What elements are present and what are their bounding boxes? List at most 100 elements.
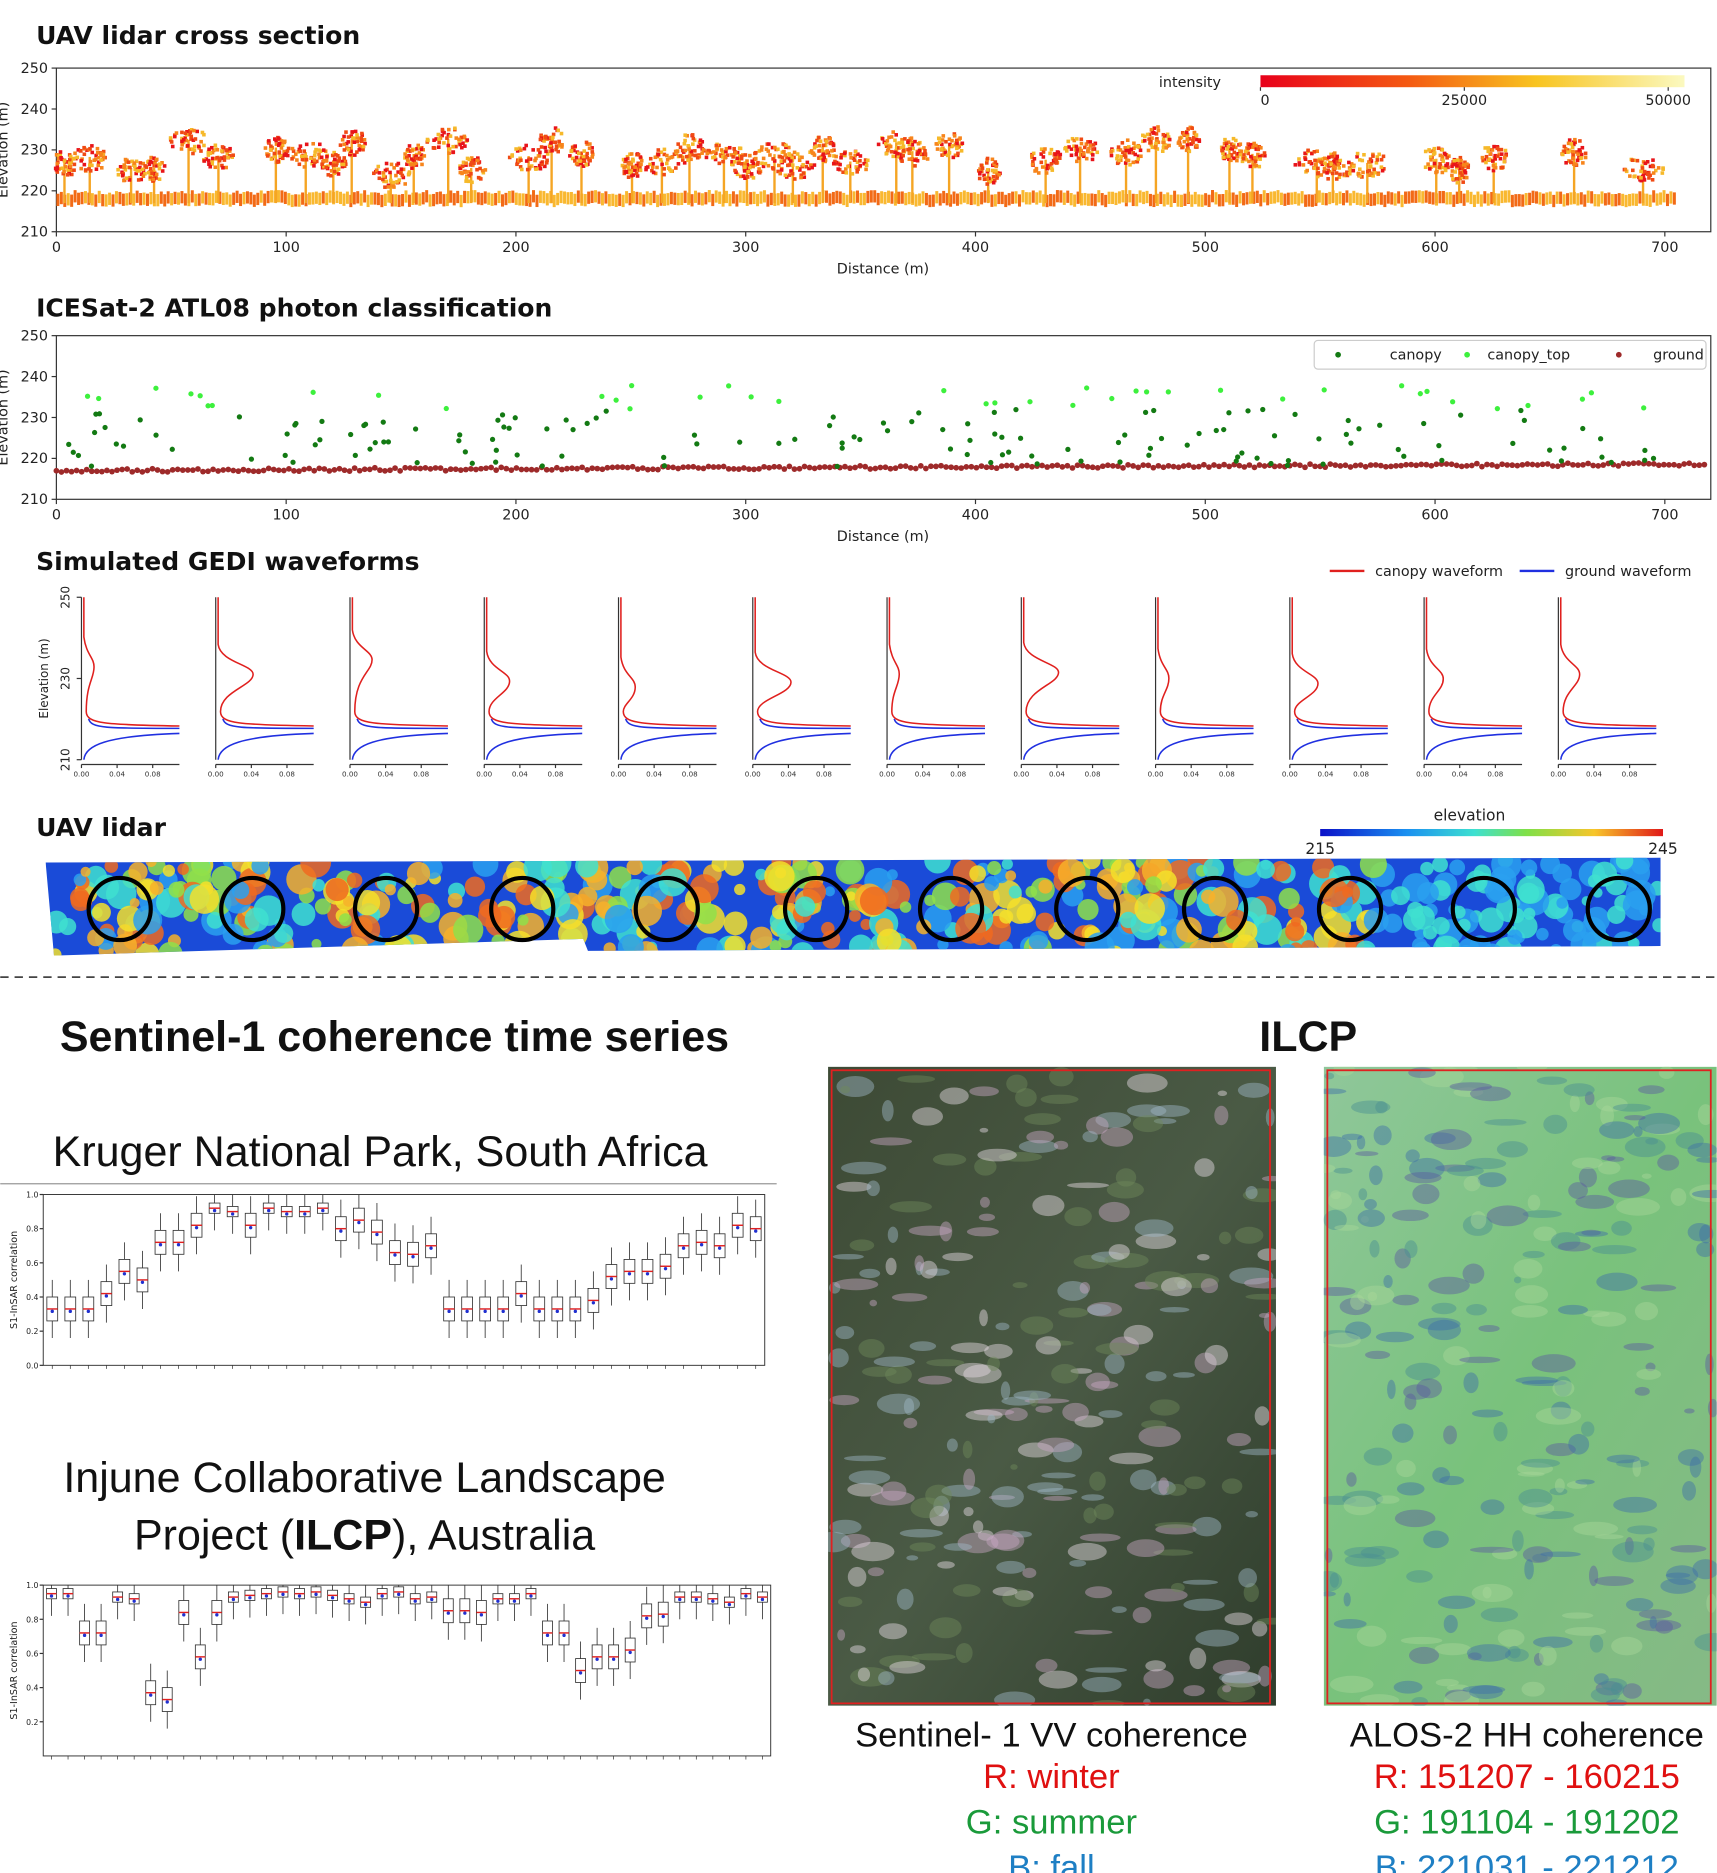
canopy-return bbox=[458, 166, 462, 171]
image-caption: ALOS-2 HH coherence bbox=[1350, 1716, 1704, 1754]
canopy-return bbox=[631, 159, 635, 163]
canopy-return bbox=[724, 146, 729, 151]
ground-photon bbox=[983, 464, 990, 471]
canopy-return bbox=[707, 149, 711, 153]
canopy-return bbox=[817, 135, 821, 140]
texture bbox=[1123, 1324, 1154, 1345]
canopy-return bbox=[751, 161, 756, 166]
texture bbox=[837, 1629, 846, 1641]
canopy-return bbox=[1315, 149, 1320, 153]
ground-return bbox=[528, 194, 532, 207]
canopy-return bbox=[446, 143, 451, 148]
canopy-return bbox=[798, 168, 802, 172]
canopy-return bbox=[955, 146, 959, 151]
canopy-return bbox=[1455, 164, 1459, 168]
canopy-return bbox=[976, 169, 981, 173]
canopy-return bbox=[101, 149, 106, 154]
canopy-return bbox=[1347, 171, 1352, 176]
crown bbox=[1188, 939, 1215, 956]
x-tick-label: 0.08 bbox=[145, 769, 161, 778]
trunk bbox=[849, 161, 852, 204]
canopy-return bbox=[985, 182, 990, 186]
canopy-return bbox=[391, 180, 396, 185]
texture bbox=[1129, 1469, 1157, 1491]
ground-return bbox=[211, 193, 215, 206]
canopy-return bbox=[384, 161, 389, 166]
canopy-return bbox=[1486, 166, 1491, 171]
ground-return bbox=[1669, 191, 1673, 204]
crown bbox=[484, 943, 497, 956]
canopy-return bbox=[148, 175, 153, 179]
texture bbox=[1261, 1175, 1276, 1182]
canopy-return bbox=[204, 157, 209, 161]
canopy-return bbox=[144, 165, 149, 169]
ground-return bbox=[793, 194, 797, 207]
ground-return bbox=[787, 194, 791, 207]
ground-return bbox=[1166, 192, 1170, 205]
canopy-return bbox=[220, 145, 225, 149]
texture bbox=[1589, 1634, 1604, 1653]
crown bbox=[1518, 882, 1540, 904]
texture bbox=[986, 1533, 1020, 1550]
crown bbox=[149, 881, 164, 895]
mean bbox=[339, 1229, 343, 1233]
canopy-return bbox=[529, 164, 534, 168]
canopy-return bbox=[982, 173, 986, 178]
canopy-return bbox=[1651, 158, 1655, 162]
footprint bbox=[1316, 875, 1384, 943]
ground-photon bbox=[1666, 461, 1672, 468]
ground-photon bbox=[1539, 461, 1546, 468]
canopy-return bbox=[856, 152, 860, 156]
canopy-return bbox=[1236, 151, 1240, 156]
canopy-return bbox=[689, 149, 694, 153]
texture bbox=[1657, 1154, 1680, 1171]
canopy-return bbox=[662, 147, 667, 152]
canopy-return bbox=[1152, 126, 1157, 130]
ground-return bbox=[90, 193, 94, 206]
canopy-return bbox=[222, 155, 227, 159]
texture bbox=[972, 1520, 984, 1534]
texture bbox=[1029, 1392, 1039, 1407]
ground-photon bbox=[1504, 462, 1511, 468]
crown bbox=[603, 942, 616, 955]
canopy-waveform bbox=[620, 597, 717, 727]
canopy-return bbox=[349, 134, 354, 138]
canopy-return bbox=[907, 151, 912, 155]
canopy-return bbox=[888, 144, 893, 149]
canopy-return bbox=[1150, 145, 1155, 150]
texture bbox=[1400, 1636, 1443, 1645]
ground-photon bbox=[988, 464, 995, 471]
canopy-return bbox=[864, 163, 869, 168]
ground-return bbox=[232, 192, 236, 205]
canopy-return bbox=[1381, 154, 1386, 159]
crown bbox=[860, 918, 872, 930]
canopy-return bbox=[1147, 137, 1151, 141]
mean bbox=[573, 1309, 578, 1314]
ground-return bbox=[694, 190, 698, 203]
texture bbox=[990, 1529, 1025, 1552]
crown bbox=[1391, 886, 1410, 906]
canopy-return bbox=[1243, 149, 1248, 154]
canopy-return bbox=[350, 130, 355, 134]
texture bbox=[1462, 1685, 1506, 1694]
texture bbox=[1043, 1495, 1073, 1501]
ground-return bbox=[704, 192, 708, 205]
canopy-top-photon bbox=[1070, 402, 1076, 408]
canopy-return bbox=[1132, 141, 1136, 146]
mean bbox=[430, 1597, 434, 1602]
canopy-return bbox=[1499, 147, 1504, 152]
ground-return bbox=[576, 190, 580, 203]
canopy-return bbox=[773, 145, 777, 150]
canopy-return bbox=[1440, 165, 1445, 170]
canopy-return bbox=[1458, 155, 1463, 160]
trunk bbox=[660, 160, 664, 204]
canopy-return bbox=[148, 159, 153, 164]
canopy-return bbox=[524, 143, 528, 148]
crown bbox=[158, 941, 183, 956]
ground-return bbox=[828, 193, 832, 206]
canopy-return bbox=[1338, 158, 1343, 163]
canopy-return bbox=[401, 167, 406, 172]
ground-photon bbox=[457, 467, 464, 473]
canopy-return bbox=[573, 144, 578, 148]
canopy-return bbox=[286, 146, 291, 151]
